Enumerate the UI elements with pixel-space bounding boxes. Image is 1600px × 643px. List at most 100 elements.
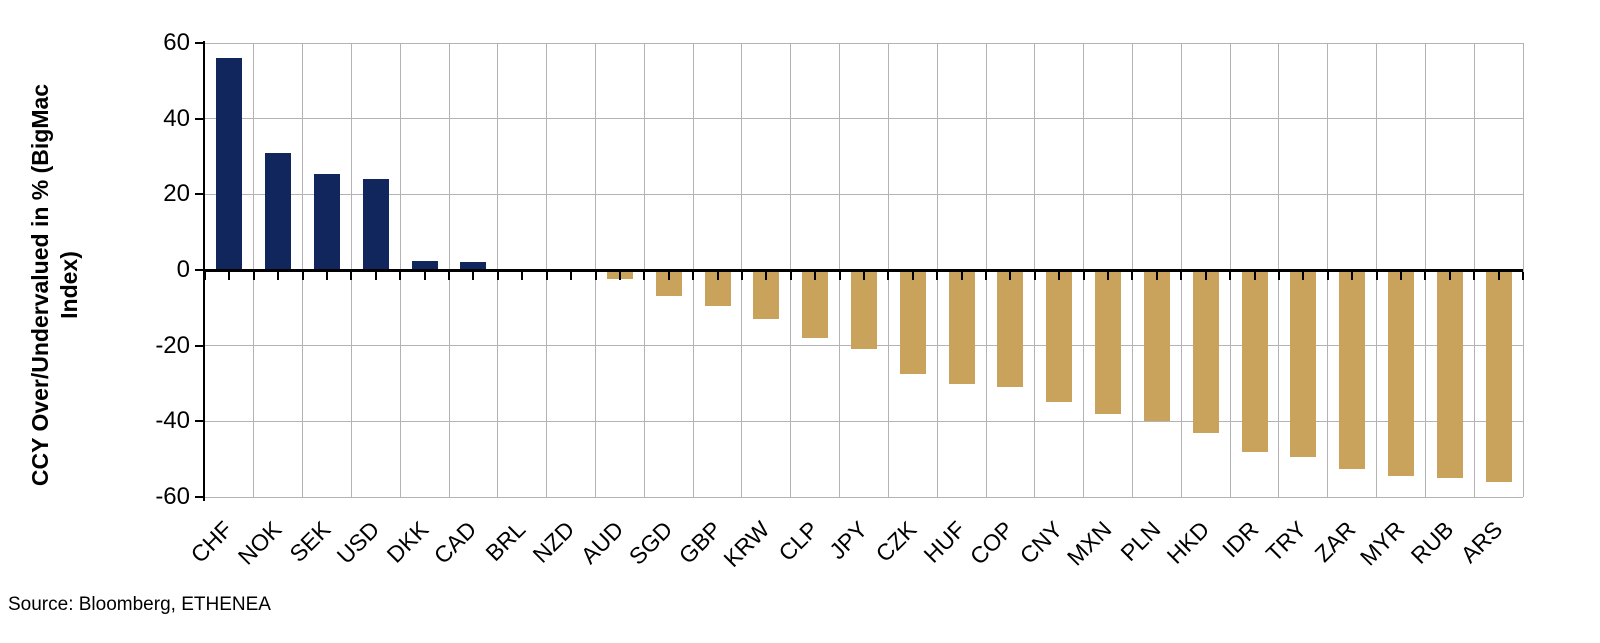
x-tick-mark — [1522, 271, 1524, 280]
bar-HUF — [948, 270, 975, 384]
x-tick-mark — [1399, 271, 1402, 280]
x-tick-mark — [1058, 271, 1061, 280]
bar-COP — [997, 270, 1024, 388]
x-axis-label-JPY: JPY — [824, 516, 873, 565]
x-tick-mark — [1448, 271, 1451, 280]
x-axis-label-CLP: CLP — [773, 516, 824, 567]
x-axis-label-RUB: RUB — [1405, 516, 1459, 569]
v-gridline — [1522, 43, 1524, 497]
x-axis-label-MXN: MXN — [1061, 516, 1117, 571]
x-tick-mark — [594, 271, 597, 280]
y-tick-label: -40 — [155, 407, 190, 435]
y-tick-mark — [195, 269, 203, 271]
x-tick-mark — [618, 271, 621, 280]
x-axis-label-SEK: SEK — [284, 516, 336, 567]
x-tick-mark — [1131, 271, 1134, 280]
x-axis-label-AUD: AUD — [575, 516, 629, 569]
x-axis-label-KRW: KRW — [718, 516, 775, 573]
bar-MXN — [1095, 270, 1122, 414]
x-axis-label-HKD: HKD — [1161, 516, 1215, 569]
x-tick-mark — [789, 271, 792, 280]
x-tick-mark — [423, 271, 426, 280]
x-axis-label-TRY: TRY — [1261, 516, 1312, 567]
x-tick-mark — [667, 271, 670, 280]
x-tick-mark — [1155, 271, 1158, 280]
x-axis-label-MYR: MYR — [1354, 516, 1410, 571]
x-tick-mark — [1009, 271, 1012, 280]
y-tick-label: -60 — [155, 483, 190, 510]
zero-axis-line — [205, 268, 1523, 272]
bar-CNY — [1046, 270, 1073, 403]
y-tick-mark — [195, 193, 203, 196]
x-tick-mark — [399, 271, 402, 280]
x-tick-mark — [985, 271, 988, 280]
x-axis-label-NOK: NOK — [232, 516, 287, 570]
x-axis-label-HUF: HUF — [918, 516, 971, 568]
h-gridline — [205, 118, 1523, 120]
x-tick-mark — [911, 271, 914, 280]
x-tick-mark — [496, 271, 499, 280]
x-axis-label-NZD: NZD — [527, 516, 580, 568]
x-tick-mark — [1229, 271, 1232, 280]
h-gridline — [205, 42, 1523, 44]
bar-MYR — [1387, 270, 1414, 477]
x-axis-label-USD: USD — [331, 516, 385, 569]
x-tick-mark — [1277, 271, 1280, 280]
y-axis-title-line2: Index) — [56, 251, 82, 319]
x-tick-mark — [960, 271, 963, 280]
bar-CHF — [216, 58, 243, 270]
x-axis-label-GBP: GBP — [673, 516, 726, 569]
x-axis-label-IDR: IDR — [1216, 516, 1263, 563]
y-tick-mark — [195, 344, 203, 347]
x-tick-mark — [740, 271, 743, 280]
x-tick-mark — [252, 271, 255, 280]
bar-PLN — [1143, 270, 1170, 422]
x-tick-mark — [1180, 271, 1183, 280]
x-tick-mark — [716, 271, 719, 280]
x-tick-mark — [1204, 271, 1207, 280]
x-tick-mark — [936, 271, 939, 280]
y-tick-label: -20 — [155, 331, 190, 359]
y-tick-mark — [195, 117, 203, 120]
x-tick-mark — [1424, 271, 1427, 280]
x-axis-label-ZAR: ZAR — [1309, 516, 1361, 567]
x-tick-mark — [472, 271, 475, 280]
x-tick-mark — [545, 271, 548, 280]
h-gridline — [205, 420, 1523, 422]
bar-SEK — [314, 173, 341, 270]
y-axis-title: CCY Over/Undervalued in % (BigMac Index) — [26, 55, 84, 515]
x-tick-mark — [1375, 271, 1378, 280]
bar-RUB — [1436, 270, 1463, 479]
x-tick-mark — [326, 271, 329, 280]
y-axis-line — [203, 41, 205, 501]
x-tick-mark — [570, 271, 573, 280]
x-tick-mark — [887, 271, 890, 280]
bar-ARS — [1485, 270, 1512, 482]
y-tick-mark — [195, 42, 203, 44]
x-tick-mark — [228, 271, 231, 280]
h-gridline — [205, 193, 1523, 195]
x-tick-mark — [1497, 271, 1500, 280]
x-axis-label-PLN: PLN — [1115, 516, 1166, 567]
x-tick-mark — [350, 271, 353, 280]
bar-JPY — [851, 270, 877, 350]
x-axis-label-CNY: CNY — [1014, 516, 1068, 569]
bar-CLP — [802, 270, 829, 339]
x-axis-label-CAD: CAD — [429, 516, 482, 569]
x-tick-mark — [1107, 271, 1110, 280]
x-tick-mark — [1033, 271, 1036, 280]
x-axis-label-ARS: ARS — [1455, 516, 1507, 568]
x-axis-label-COP: COP — [965, 516, 1019, 570]
y-axis-title-line1: CCY Over/Undervalued in % (BigMac — [27, 83, 53, 487]
x-tick-mark — [521, 271, 524, 280]
bar-IDR — [1241, 270, 1268, 452]
x-tick-mark — [643, 271, 646, 280]
bar-DKK — [411, 260, 438, 270]
y-tick-mark — [195, 496, 203, 498]
bar-NOK — [265, 152, 292, 270]
bar-CZK — [899, 270, 926, 375]
x-tick-mark — [1302, 271, 1305, 280]
bar-TRY — [1290, 270, 1317, 458]
y-tick-label: 0 — [176, 256, 190, 283]
